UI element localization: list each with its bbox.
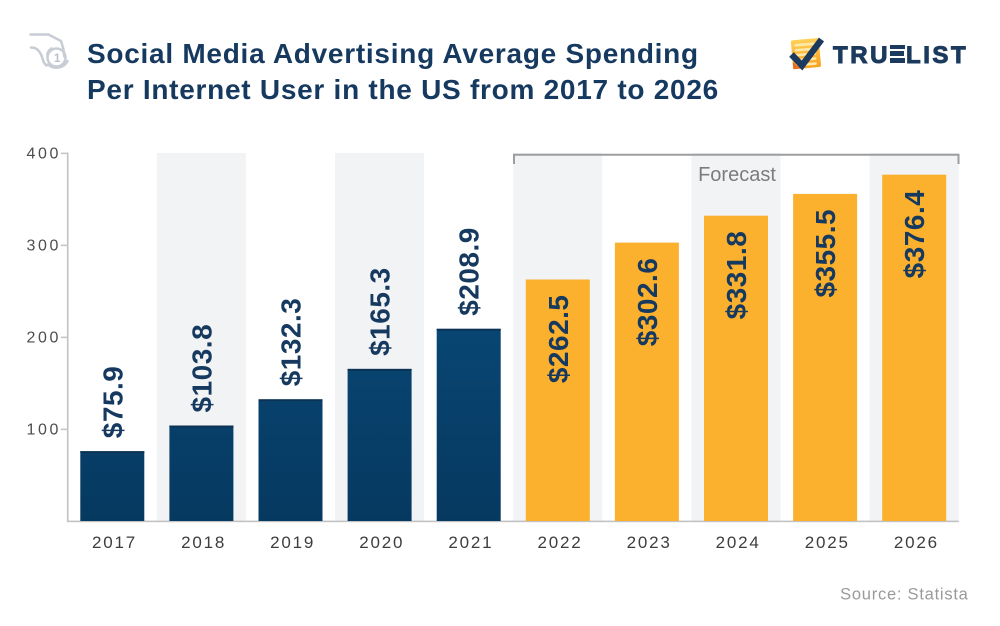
svg-text:2023: 2023 bbox=[627, 533, 672, 552]
svg-text:$75.9: $75.9 bbox=[97, 366, 128, 439]
svg-text:2022: 2022 bbox=[537, 533, 582, 552]
svg-text:100: 100 bbox=[27, 422, 62, 439]
svg-text:Source: Statista: Source: Statista bbox=[840, 586, 969, 604]
svg-text:$331.8: $331.8 bbox=[721, 231, 752, 320]
svg-text:2019: 2019 bbox=[270, 533, 315, 552]
svg-text:2021: 2021 bbox=[448, 533, 493, 552]
svg-text:$355.5: $355.5 bbox=[810, 209, 841, 298]
svg-text:200: 200 bbox=[27, 330, 62, 347]
svg-text:$208.9: $208.9 bbox=[454, 227, 485, 316]
svg-text:$132.3: $132.3 bbox=[276, 298, 307, 387]
svg-text:$165.3: $165.3 bbox=[365, 267, 396, 356]
svg-text:300: 300 bbox=[27, 238, 62, 255]
svg-text:2025: 2025 bbox=[805, 533, 850, 552]
svg-text:Forecast: Forecast bbox=[698, 164, 776, 186]
svg-text:2017: 2017 bbox=[92, 533, 137, 552]
svg-text:$262.5: $262.5 bbox=[543, 295, 574, 384]
svg-text:$302.6: $302.6 bbox=[632, 258, 663, 347]
svg-text:$103.8: $103.8 bbox=[186, 324, 217, 413]
svg-text:400: 400 bbox=[27, 146, 62, 163]
svg-text:2018: 2018 bbox=[181, 533, 226, 552]
svg-text:2024: 2024 bbox=[716, 533, 761, 552]
svg-text:$376.4: $376.4 bbox=[899, 190, 930, 279]
svg-text:2026: 2026 bbox=[894, 533, 939, 552]
svg-text:2020: 2020 bbox=[359, 533, 404, 552]
svg-text:1: 1 bbox=[54, 53, 61, 65]
